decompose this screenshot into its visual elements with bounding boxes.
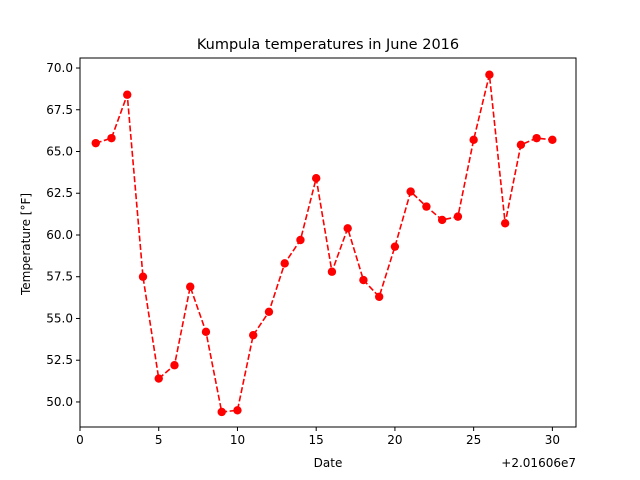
data-point [123,90,132,99]
chart-title: Kumpula temperatures in June 2016 [197,37,459,53]
y-tick-label: 62.5 [46,186,73,200]
x-tick-label: 15 [309,433,324,447]
data-point [453,212,463,221]
data-point [327,267,337,276]
y-tick-label: 52.5 [46,353,73,367]
data-point [249,330,258,340]
x-tick-label: 30 [545,433,560,447]
data-point [374,292,384,301]
y-tick-label: 55.0 [46,311,73,325]
data-point [422,202,431,211]
axes-frame [79,57,577,428]
data-point [138,272,148,281]
x-tick-label: 20 [387,433,402,447]
data-point [296,235,305,245]
plot-area [91,70,557,417]
data-point [233,406,242,415]
data-point [532,133,541,143]
data-point [548,135,557,145]
data-point [91,138,100,148]
data-point [390,242,400,251]
data-point [280,259,289,268]
y-tick-label: 60.0 [46,228,73,242]
data-point [186,282,195,291]
data-point [485,70,494,79]
data-point [264,307,274,316]
y-axis-ticks: 50.0 52.5 55.0 57.5 60.0 62.5 65.0 67.5 70.0 [46,61,80,409]
y-tick-label: 65.0 [46,145,73,159]
data-point [154,374,163,383]
data-point [343,224,352,233]
data-point [516,140,526,150]
y-axis-label: Temperature [°F] [19,193,33,296]
data-point [500,219,510,228]
y-tick-label: 50.0 [46,395,73,409]
data-point [107,133,116,143]
x-tick-label: 5 [155,433,163,447]
y-tick-label: 57.5 [46,270,73,284]
x-tick-label: 0 [76,433,84,447]
y-tick-label: 67.5 [46,103,73,117]
data-point [311,174,321,183]
data-point [217,407,226,417]
x-tick-label: 25 [466,433,481,447]
data-point [469,135,478,145]
x-axis-ticks: 0 5 10 15 20 25 30 [76,427,560,447]
y-tick-label: 70.0 [46,61,73,75]
data-point [406,187,415,196]
data-point [170,361,179,370]
data-point [359,275,368,285]
x-axis-label: Date [314,456,343,470]
x-tick-label: 10 [230,433,245,447]
data-point [437,215,447,225]
x-axis-offset-label: +2.01606e7 [501,456,576,470]
data-point [201,327,211,337]
